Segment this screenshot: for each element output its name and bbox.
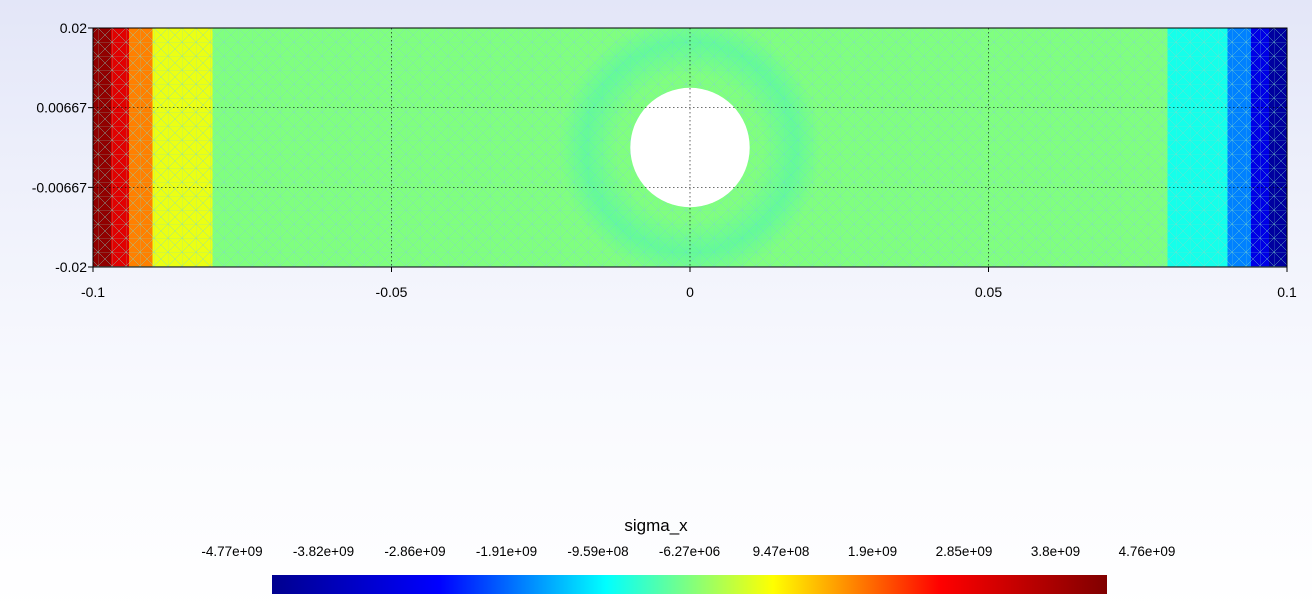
colorbar-tick-label: 2.85e+09 <box>935 544 993 559</box>
colorbar-tick-label: 3.8e+09 <box>1030 544 1081 559</box>
y-tick-label: 0.00667 <box>36 100 87 116</box>
contour-plot: -0.1 -0.05 0 0.05 0.1 0.02 0.00667 -0.00667 -0.… <box>32 20 1297 300</box>
plot-area <box>92 27 1288 268</box>
colorbar-tick-label: 1.9e+09 <box>847 544 898 559</box>
colorbar-title: sigma_x <box>624 516 688 535</box>
y-tick-label: 0.02 <box>60 20 87 36</box>
y-axis: 0.02 0.00667 -0.00667 -0.02 <box>32 20 93 275</box>
hole <box>630 87 750 208</box>
gridlines <box>93 28 1287 267</box>
colorbar-tick-label: -1.91e+09 <box>475 544 538 559</box>
y-tick-label: -0.02 <box>55 259 87 275</box>
colorbar-tick-label: -9.59e+08 <box>567 544 629 559</box>
y-tick-label: -0.00667 <box>32 179 87 195</box>
colorbar-tick-label: -4.77e+09 <box>201 544 263 559</box>
x-tick-label: 0.1 <box>1277 284 1297 300</box>
colorbar-tick-label: 4.76e+09 <box>1118 544 1176 559</box>
x-tick-label: -0.1 <box>81 284 105 300</box>
x-tick-label: 0 <box>686 284 694 300</box>
x-tick-label: -0.05 <box>376 284 408 300</box>
colorbar-ticks: -4.77e+09 -3.82e+09 -2.86e+09 -1.91e+09 -9.5… <box>0 544 1312 562</box>
x-tick-label: 0.05 <box>975 284 1002 300</box>
colorbar-tick-label: -2.86e+09 <box>384 544 446 559</box>
colorbar <box>272 575 1107 594</box>
x-axis: -0.1 -0.05 0 0.05 0.1 <box>81 267 1297 300</box>
colorbar-tick-label: -6.27e+06 <box>658 544 721 559</box>
colorbar-tick-label: 9.47e+08 <box>752 544 810 559</box>
colorbar-tick-label: -3.82e+09 <box>292 544 355 559</box>
